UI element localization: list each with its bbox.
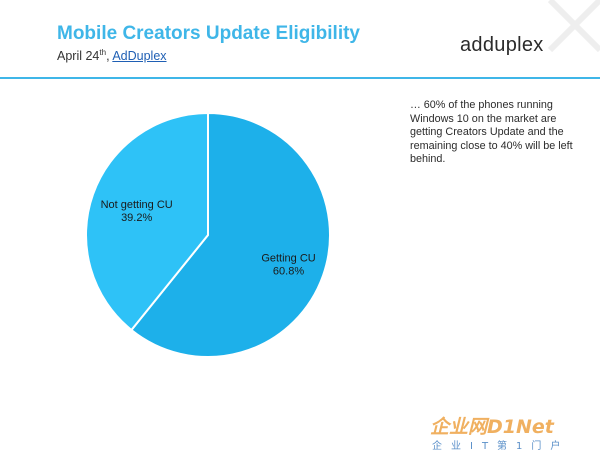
date-suffix: th: [99, 48, 107, 57]
slice-value-label: 60.8%: [273, 265, 304, 277]
page-title: Mobile Creators Update Eligibility: [57, 23, 360, 44]
source-link[interactable]: AdDuplex: [112, 49, 167, 64]
adduplex-logo: adduplex: [460, 34, 544, 56]
watermark-logo: 企业网D1Net 企业IT第1门户: [430, 412, 600, 452]
pie-slice-getting-cu: [130, 111, 331, 358]
annotation-note: … 60% of the phones running Windows 10 o…: [410, 99, 573, 165]
watermark-top-text: 企业网D1Net: [430, 416, 554, 438]
header-divider: [0, 77, 600, 79]
date-text: April 24: [57, 49, 100, 64]
corner-decoration: [547, 0, 600, 53]
pie-slice-not-getting-cu: [85, 111, 209, 332]
separator: ,: [106, 49, 113, 64]
slice-value-label: 39.2%: [121, 212, 152, 224]
slice-label: Getting CU: [261, 252, 315, 264]
slice-label: Not getting CU: [101, 199, 173, 211]
watermark-bottom: 企业IT第1门户: [432, 441, 570, 452]
subtitle: April 24th, AdDuplex: [57, 48, 167, 63]
watermark-top: 企业网D1Net: [430, 412, 554, 439]
header: Mobile Creators Update Eligibility April…: [0, 0, 600, 80]
